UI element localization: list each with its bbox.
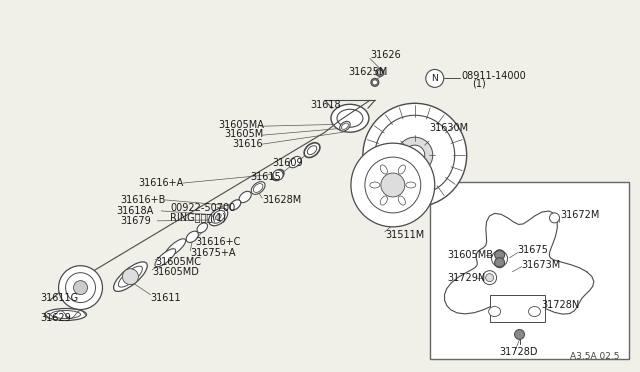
Circle shape (65, 273, 95, 302)
Ellipse shape (342, 123, 348, 129)
Circle shape (405, 145, 425, 165)
Ellipse shape (273, 170, 284, 180)
Ellipse shape (239, 191, 252, 203)
Circle shape (74, 280, 88, 295)
Text: 31611G: 31611G (40, 293, 79, 302)
Ellipse shape (215, 214, 221, 219)
Ellipse shape (289, 157, 301, 168)
Text: 31618: 31618 (310, 100, 340, 110)
Bar (490, 295, 545, 323)
Ellipse shape (197, 223, 207, 233)
Ellipse shape (113, 262, 147, 291)
Text: 31616+A: 31616+A (138, 178, 184, 188)
Ellipse shape (331, 104, 369, 132)
Circle shape (122, 269, 138, 285)
Circle shape (376, 68, 384, 76)
Text: 31673M: 31673M (522, 260, 561, 270)
Ellipse shape (380, 196, 387, 205)
Ellipse shape (398, 165, 405, 174)
Ellipse shape (340, 121, 350, 131)
Circle shape (483, 271, 497, 285)
Circle shape (371, 78, 379, 86)
Text: 31672M: 31672M (561, 210, 600, 220)
Text: N: N (431, 74, 438, 83)
Text: 31618A: 31618A (116, 206, 154, 216)
Circle shape (397, 137, 433, 173)
Ellipse shape (380, 165, 387, 174)
Circle shape (375, 115, 454, 195)
Ellipse shape (45, 308, 86, 321)
Text: 31615: 31615 (250, 172, 281, 182)
Text: 31675+A: 31675+A (190, 248, 236, 258)
Circle shape (550, 213, 559, 223)
Ellipse shape (51, 311, 81, 318)
Circle shape (273, 170, 283, 180)
Ellipse shape (304, 143, 320, 157)
Circle shape (59, 266, 102, 310)
Ellipse shape (252, 182, 265, 195)
Ellipse shape (155, 249, 176, 267)
Circle shape (495, 250, 504, 260)
Ellipse shape (186, 231, 198, 243)
Circle shape (351, 143, 435, 227)
Ellipse shape (337, 109, 363, 127)
Text: 31629: 31629 (40, 312, 71, 323)
Text: 31616: 31616 (232, 139, 263, 149)
Ellipse shape (370, 182, 380, 188)
Text: 31679: 31679 (120, 216, 151, 226)
Circle shape (372, 80, 378, 85)
Text: 08911-14000: 08911-14000 (461, 71, 527, 81)
Ellipse shape (165, 239, 186, 257)
Text: (1): (1) (472, 78, 485, 89)
Polygon shape (445, 211, 594, 322)
Circle shape (365, 157, 420, 213)
Text: 31605MC: 31605MC (156, 257, 202, 267)
Text: 31609: 31609 (272, 158, 303, 168)
Circle shape (378, 70, 382, 75)
Circle shape (486, 274, 493, 282)
Ellipse shape (406, 182, 416, 188)
Circle shape (495, 258, 504, 268)
Ellipse shape (211, 211, 225, 223)
Text: RINGリング(1): RINGリング(1) (170, 212, 227, 222)
Ellipse shape (209, 208, 228, 226)
Text: 31630M: 31630M (430, 123, 469, 133)
Ellipse shape (398, 196, 405, 205)
Text: 31605MA: 31605MA (218, 120, 264, 130)
Circle shape (426, 70, 444, 87)
Ellipse shape (118, 266, 143, 287)
Ellipse shape (230, 200, 241, 210)
Ellipse shape (488, 307, 500, 317)
Text: 31616+B: 31616+B (120, 195, 166, 205)
Text: 31605M: 31605M (224, 129, 264, 139)
Circle shape (381, 173, 405, 197)
Ellipse shape (253, 183, 263, 192)
Ellipse shape (529, 307, 541, 317)
Circle shape (363, 103, 467, 207)
Text: 31728D: 31728D (500, 347, 538, 357)
Text: 31626: 31626 (370, 51, 401, 61)
Bar (430, 182, 629, 359)
Text: 31628M: 31628M (262, 195, 301, 205)
Text: 31511M: 31511M (385, 230, 424, 240)
Text: 31611: 31611 (150, 293, 181, 302)
Text: 00922-50700: 00922-50700 (170, 203, 236, 213)
Text: A3.5A 02.5: A3.5A 02.5 (570, 352, 620, 361)
Text: 31729N: 31729N (448, 273, 486, 283)
Text: 31728N: 31728N (541, 299, 580, 310)
Text: 31675: 31675 (518, 245, 548, 255)
Text: 31605MB: 31605MB (448, 250, 493, 260)
Text: 31625M: 31625M (348, 67, 387, 77)
Text: 31605MD: 31605MD (152, 267, 199, 277)
Text: 31616+C: 31616+C (195, 237, 241, 247)
Ellipse shape (307, 146, 317, 154)
Circle shape (515, 330, 525, 339)
